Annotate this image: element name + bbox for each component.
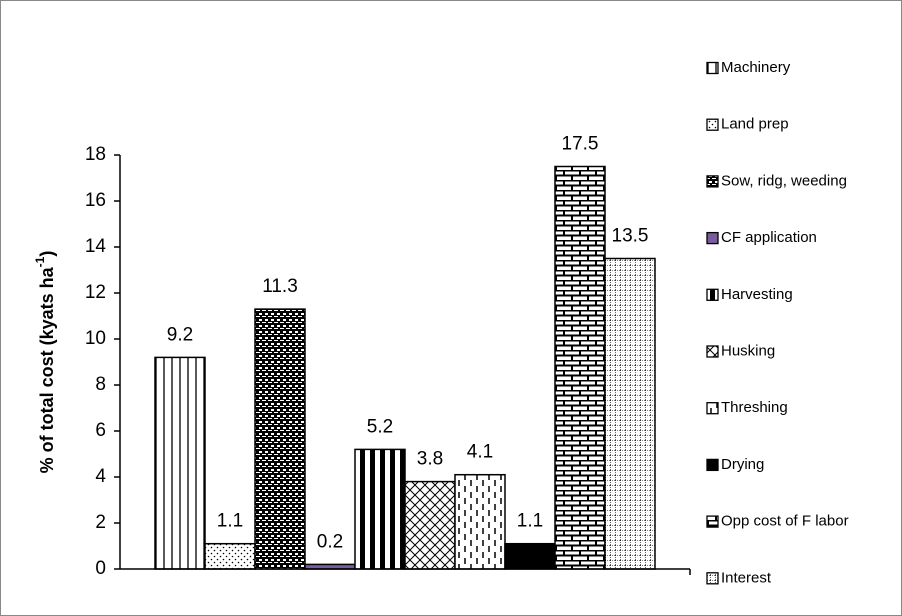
legend-label: Machinery xyxy=(721,59,791,76)
y-tick-label: 12 xyxy=(85,282,106,303)
legend-swatch xyxy=(706,345,719,358)
y-tick-label: 8 xyxy=(95,374,106,395)
data-label: 13.5 xyxy=(612,226,649,247)
bar xyxy=(454,473,506,570)
data-label: 9.2 xyxy=(167,324,193,345)
bar xyxy=(604,257,656,570)
data-label: 1.1 xyxy=(217,511,243,532)
data-label: 1.1 xyxy=(517,511,543,532)
y-axis-title-part: ) xyxy=(37,251,57,257)
legend-swatch xyxy=(706,118,719,131)
legend-label: Opp cost of F labor xyxy=(721,513,849,530)
legend-swatch xyxy=(706,515,719,528)
bar xyxy=(354,448,406,570)
bar xyxy=(504,542,556,570)
legend-label: CF application xyxy=(721,229,817,246)
y-tick-label: 16 xyxy=(85,190,106,211)
legend-label: Husking xyxy=(721,342,775,359)
legend-swatch xyxy=(706,61,719,75)
legend-label: Sow, ridg, weeding xyxy=(721,172,847,189)
y-tick-label: 2 xyxy=(95,512,106,533)
legend-label: Interest xyxy=(721,569,772,586)
bar xyxy=(254,308,306,570)
legend-swatch xyxy=(706,572,719,585)
bar xyxy=(154,356,206,570)
data-label: 4.1 xyxy=(467,442,493,463)
data-label: 0.2 xyxy=(317,531,343,552)
legend-swatch xyxy=(706,402,719,415)
legend-swatch xyxy=(706,288,719,301)
bar xyxy=(204,542,256,570)
data-label: 3.8 xyxy=(417,449,443,470)
bar xyxy=(554,165,606,570)
y-tick-label: 14 xyxy=(85,236,107,257)
legend-swatch xyxy=(706,231,719,245)
legend-swatch xyxy=(706,175,719,188)
legend-label: Threshing xyxy=(721,399,788,416)
legend-label: Harvesting xyxy=(721,286,793,303)
y-tick-label: 18 xyxy=(85,144,106,165)
data-label: 5.2 xyxy=(367,416,393,437)
y-tick-label: 4 xyxy=(95,466,106,487)
y-tick-label: 10 xyxy=(85,328,106,349)
y-axis-title-superscript: -1 xyxy=(33,256,47,267)
data-label: 17.5 xyxy=(562,134,599,155)
legend-swatch xyxy=(706,458,719,472)
y-tick-label: 0 xyxy=(95,558,106,579)
legend-label: Land prep xyxy=(721,116,789,133)
y-axis-title: % of total cost (kyats ha-1) xyxy=(33,251,57,474)
data-label: 11.3 xyxy=(262,276,298,297)
y-axis-title-part: % of total cost (kyats ha xyxy=(37,266,57,473)
bar xyxy=(404,480,456,570)
legend-label: Drying xyxy=(721,456,764,473)
y-tick-label: 6 xyxy=(95,420,106,441)
